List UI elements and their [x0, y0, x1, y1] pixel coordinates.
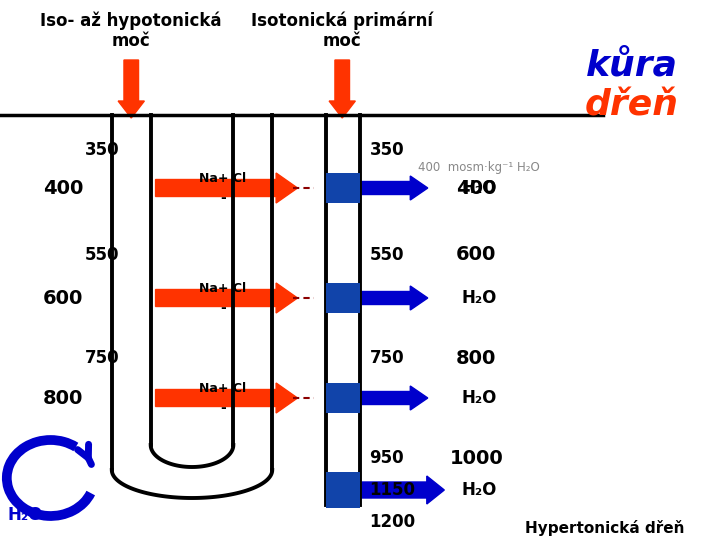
Text: H₂O: H₂O — [462, 289, 498, 307]
Text: Na+ Cl: Na+ Cl — [199, 172, 246, 185]
Text: 350: 350 — [85, 141, 120, 159]
Text: Hypertonická dřeň: Hypertonická dřeň — [525, 520, 685, 536]
FancyArrow shape — [118, 60, 145, 118]
Text: 350: 350 — [369, 141, 404, 159]
Text: 400  mosm·kg⁻¹ H₂O: 400 mosm·kg⁻¹ H₂O — [418, 161, 540, 174]
Text: 800: 800 — [43, 388, 84, 408]
Text: 550: 550 — [369, 246, 404, 264]
FancyArrow shape — [329, 60, 356, 118]
Bar — [325, 283, 360, 313]
Text: 800: 800 — [456, 348, 497, 368]
Text: 1000: 1000 — [449, 449, 503, 468]
Bar — [325, 472, 360, 508]
FancyArrow shape — [361, 476, 444, 504]
Text: 400: 400 — [43, 179, 84, 198]
FancyArrow shape — [156, 173, 297, 203]
Text: Iso- až hypotonická: Iso- až hypotonická — [40, 12, 222, 30]
Text: -: - — [220, 191, 225, 205]
Text: kůra: kůra — [586, 48, 678, 82]
Bar — [325, 173, 360, 203]
FancyArrow shape — [361, 176, 428, 200]
Text: H₂O: H₂O — [462, 481, 498, 499]
Text: 750: 750 — [85, 349, 120, 367]
Text: moč: moč — [323, 32, 361, 50]
FancyArrow shape — [156, 383, 297, 413]
FancyArrow shape — [361, 286, 428, 310]
Text: H₂O: H₂O — [462, 179, 498, 197]
Bar — [325, 383, 360, 413]
Text: 950: 950 — [369, 449, 404, 467]
Text: Isotonická primární: Isotonická primární — [251, 12, 433, 30]
Text: 1150: 1150 — [369, 481, 415, 499]
Text: 600: 600 — [43, 288, 84, 307]
Text: 400: 400 — [456, 179, 497, 198]
Text: Na+ Cl: Na+ Cl — [199, 281, 246, 294]
Text: 600: 600 — [456, 246, 497, 265]
Text: 1200: 1200 — [369, 513, 415, 531]
Text: -: - — [220, 301, 225, 315]
FancyArrow shape — [156, 283, 297, 313]
Text: -: - — [220, 401, 225, 415]
Text: H₂O: H₂O — [462, 389, 498, 407]
Text: Na+ Cl: Na+ Cl — [199, 381, 246, 395]
Text: H₂O: H₂O — [8, 506, 43, 524]
Text: dřeň: dřeň — [585, 88, 679, 122]
Text: 750: 750 — [369, 349, 404, 367]
Text: moč: moč — [112, 32, 150, 50]
Text: 550: 550 — [85, 246, 120, 264]
FancyArrow shape — [361, 386, 428, 410]
